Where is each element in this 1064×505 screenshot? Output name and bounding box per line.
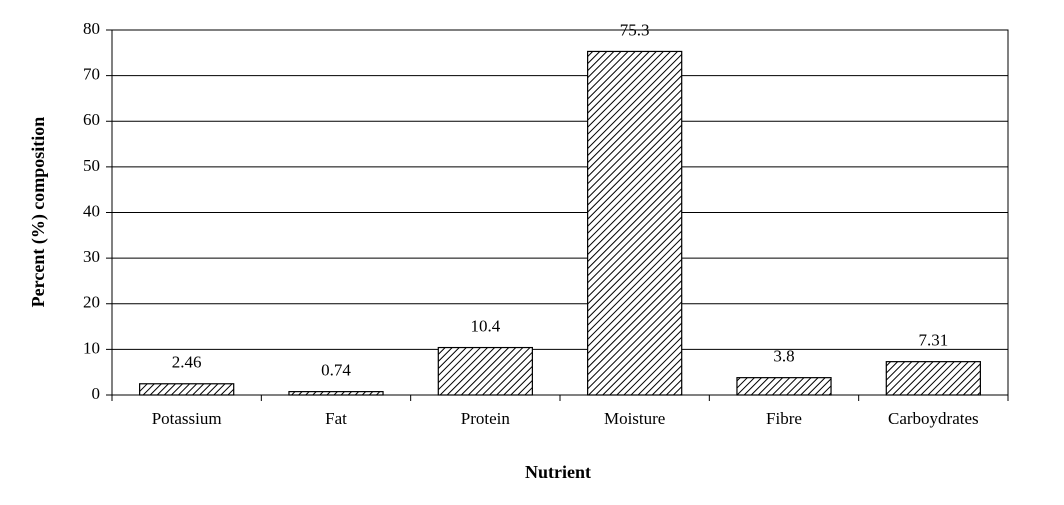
bar	[885, 361, 981, 396]
y-tick-label: 50	[83, 156, 100, 175]
data-label: 10.4	[470, 316, 500, 335]
data-label: 3.8	[773, 347, 794, 366]
y-tick-label: 0	[92, 384, 101, 403]
y-tick-label: 80	[83, 19, 100, 38]
bar	[736, 377, 832, 396]
data-label: 75.3	[620, 20, 650, 39]
bar	[139, 383, 235, 396]
x-tick-label: Carboydrates	[888, 409, 979, 428]
y-tick-label: 10	[83, 338, 100, 357]
data-label: 0.74	[321, 361, 351, 380]
x-tick-label: Protein	[461, 409, 511, 428]
y-tick-label: 70	[83, 65, 100, 84]
y-axis-title: Percent (%) composition	[28, 117, 49, 308]
y-tick-label: 20	[83, 293, 100, 312]
x-tick-label: Potassium	[152, 409, 222, 428]
x-tick-label: Moisture	[604, 409, 665, 428]
x-axis-title: Nutrient	[525, 462, 591, 482]
data-label: 7.31	[918, 331, 948, 350]
x-tick-label: Fat	[325, 409, 347, 428]
bar	[288, 391, 384, 396]
x-tick-label: Fibre	[766, 409, 802, 428]
data-label: 2.46	[172, 353, 202, 372]
y-tick-label: 60	[83, 110, 100, 129]
y-tick-label: 30	[83, 247, 100, 266]
bar	[437, 346, 533, 396]
bar	[587, 50, 683, 396]
y-tick-label: 40	[83, 201, 100, 220]
